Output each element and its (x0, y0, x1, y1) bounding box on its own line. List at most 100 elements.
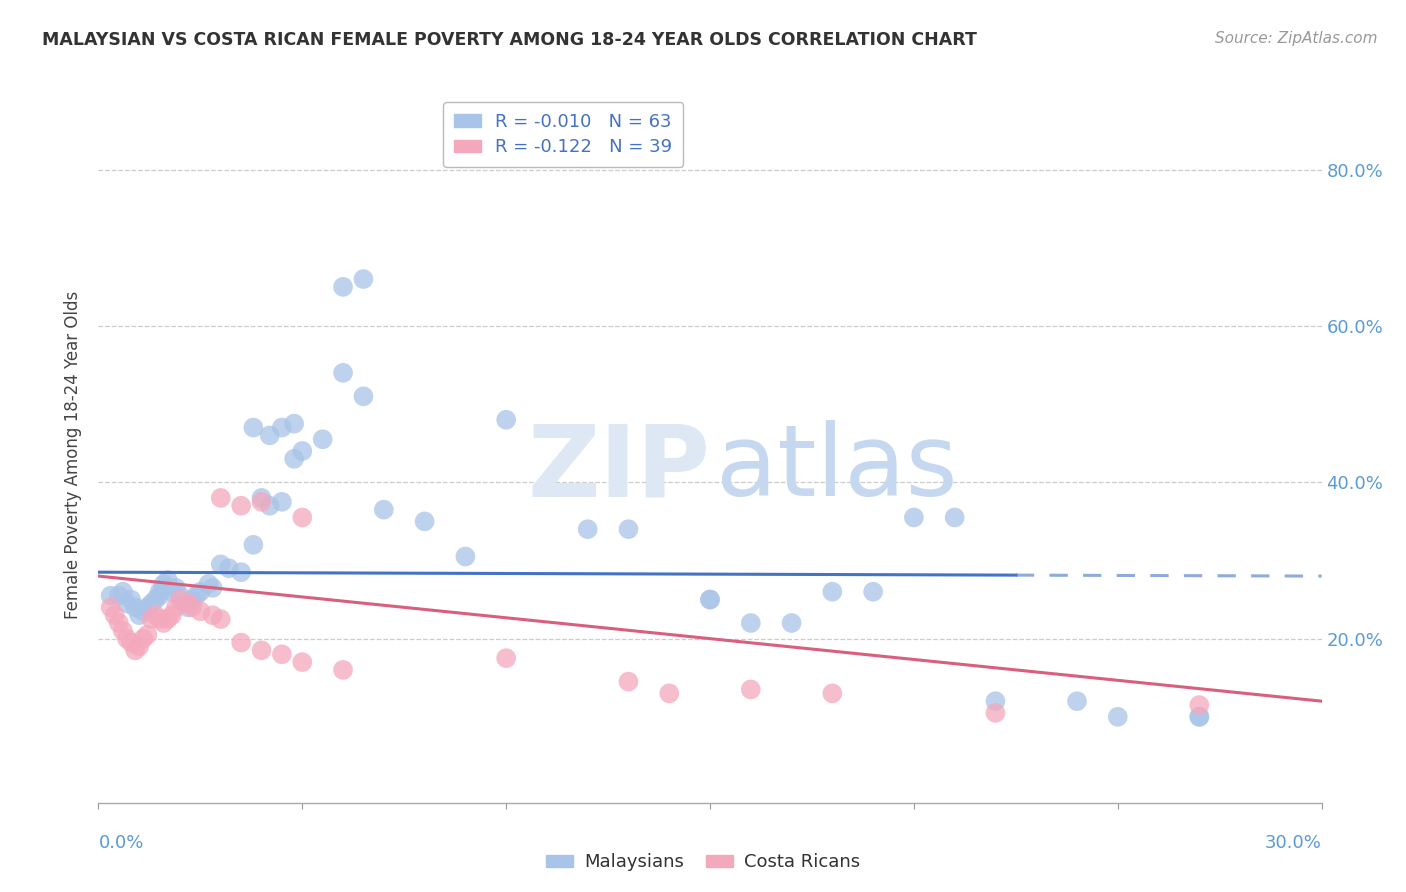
Point (188, 604, 212, 618)
Point (136, 628, 159, 642)
Point (186, 589, 208, 603)
Point (156, 612, 179, 626)
Point (352, 389, 374, 403)
Point (943, 510, 966, 524)
Point (617, 522, 640, 536)
Point (373, 502, 395, 516)
Point (413, 514, 436, 528)
Point (984, 706, 1007, 720)
Point (152, 581, 174, 595)
Point (145, 592, 167, 607)
Point (197, 577, 219, 591)
Point (1066, 694, 1088, 708)
Point (270, 420, 294, 434)
Text: Source: ZipAtlas.com: Source: ZipAtlas.com (1215, 31, 1378, 46)
Point (209, 612, 232, 626)
Point (115, 632, 138, 646)
Point (218, 561, 240, 575)
Text: MALAYSIAN VS COSTA RICAN FEMALE POVERTY AMONG 18-24 YEAR OLDS CORRELATION CHART: MALAYSIAN VS COSTA RICAN FEMALE POVERTY … (42, 31, 977, 49)
Point (165, 581, 187, 595)
Point (270, 495, 294, 509)
Point (124, 643, 146, 657)
Point (209, 558, 232, 572)
Point (242, 538, 264, 552)
Point (120, 635, 142, 649)
Point (495, 651, 517, 665)
Point (658, 686, 681, 700)
Legend: R = -0.010   N = 63, R = -0.122   N = 39: R = -0.010 N = 63, R = -0.122 N = 39 (443, 103, 683, 167)
Point (231, 635, 253, 649)
Point (1188, 710, 1211, 724)
Point (984, 694, 1007, 708)
Point (1188, 698, 1211, 712)
Point (115, 597, 138, 611)
Point (332, 663, 354, 677)
Point (242, 420, 264, 434)
Point (111, 584, 134, 599)
Point (740, 682, 762, 697)
Point (201, 608, 224, 623)
Point (128, 608, 150, 623)
Point (209, 491, 232, 505)
Point (332, 366, 354, 380)
Point (699, 592, 721, 607)
Point (160, 608, 183, 623)
Point (136, 600, 159, 615)
Point (160, 584, 183, 599)
Point (231, 499, 253, 513)
Point (152, 577, 174, 591)
Point (312, 432, 335, 446)
Point (181, 600, 204, 615)
Point (576, 522, 599, 536)
Point (132, 632, 155, 646)
Point (259, 428, 281, 442)
Point (169, 592, 191, 607)
Point (352, 272, 374, 286)
Point (152, 615, 174, 630)
Point (291, 444, 314, 458)
Point (270, 647, 294, 661)
Point (780, 615, 803, 630)
Point (188, 584, 212, 599)
Point (100, 589, 122, 603)
Point (108, 589, 131, 603)
Y-axis label: Female Poverty Among 18-24 Year Olds: Female Poverty Among 18-24 Year Olds (65, 291, 83, 619)
Point (141, 597, 163, 611)
Point (617, 674, 640, 689)
Point (740, 615, 762, 630)
Point (104, 608, 127, 623)
Text: 0.0%: 0.0% (98, 834, 143, 852)
Point (201, 581, 224, 595)
Text: atlas: atlas (716, 420, 957, 517)
Point (149, 612, 172, 626)
Point (128, 640, 150, 654)
Point (156, 573, 179, 587)
Point (821, 686, 844, 700)
Point (283, 451, 305, 466)
Point (454, 549, 477, 564)
Point (120, 592, 142, 607)
Point (1107, 710, 1129, 724)
Point (1188, 710, 1211, 724)
Point (250, 491, 273, 505)
Point (169, 589, 191, 603)
Point (149, 589, 172, 603)
Point (259, 499, 281, 513)
Point (291, 510, 314, 524)
Point (250, 495, 273, 509)
Point (177, 600, 200, 615)
Text: 30.0%: 30.0% (1265, 834, 1322, 852)
Point (291, 655, 314, 669)
Point (250, 643, 273, 657)
Text: ZIP: ZIP (527, 420, 710, 517)
Point (108, 615, 131, 630)
Point (231, 565, 253, 579)
Point (141, 612, 163, 626)
Point (173, 597, 195, 611)
Point (149, 584, 172, 599)
Point (145, 608, 167, 623)
Point (903, 510, 925, 524)
Point (177, 597, 200, 611)
Point (124, 600, 146, 615)
Point (111, 624, 134, 638)
